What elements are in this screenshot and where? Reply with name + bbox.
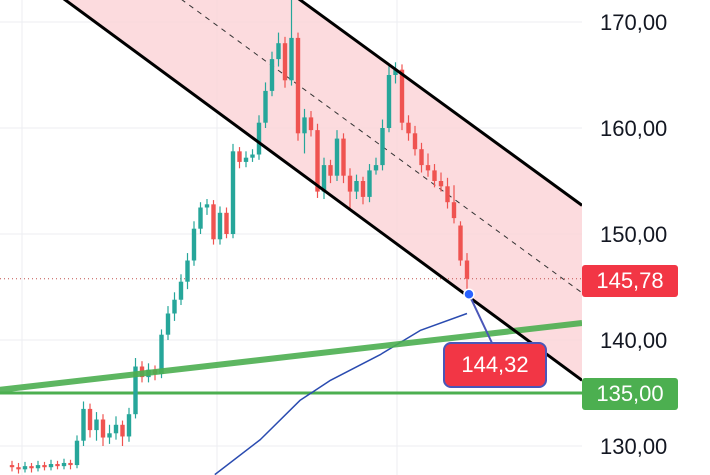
candle-body <box>55 464 60 467</box>
callout-connector <box>468 293 493 344</box>
candle-body <box>68 462 73 466</box>
candle-body <box>256 122 262 155</box>
channel-lower-line <box>62 0 583 382</box>
candle-body <box>393 69 398 75</box>
candle-body <box>380 128 385 166</box>
candle-body <box>204 204 210 208</box>
candle-body <box>159 334 164 374</box>
candle-body <box>211 204 216 240</box>
candle-body <box>373 165 379 171</box>
candle-body <box>347 175 353 192</box>
candle-body <box>133 366 138 415</box>
ascending-trendline <box>0 320 583 393</box>
candle-body <box>217 212 223 240</box>
candle-body <box>61 462 67 467</box>
candle-body <box>406 122 411 134</box>
candle-body <box>100 419 106 438</box>
candle-body <box>185 260 190 282</box>
candle-body <box>302 117 307 134</box>
candle-body <box>9 465 15 468</box>
candle-body <box>81 408 86 441</box>
moving-average-line <box>214 312 468 475</box>
candle-body <box>328 165 333 176</box>
candle-body <box>276 43 281 60</box>
candle-body <box>341 138 346 176</box>
candle-body <box>360 181 366 197</box>
candle-body <box>438 181 444 187</box>
candle-body <box>386 75 392 128</box>
current-price-badge: 145,78 <box>582 265 678 297</box>
candle-body <box>458 225 463 261</box>
candle-body <box>29 466 34 469</box>
candle-body <box>94 419 99 431</box>
candle-body <box>334 138 340 176</box>
candle-body <box>113 424 119 434</box>
candle-body <box>432 170 437 181</box>
candle-body <box>321 165 327 192</box>
candle-body <box>198 207 203 229</box>
candle-body <box>237 151 242 162</box>
candle-body <box>120 424 125 437</box>
y-tick-label: 160,00 <box>600 116 667 141</box>
candle-body <box>464 260 470 279</box>
level-price-badge: 135,00 <box>582 378 678 410</box>
candle-body <box>22 466 28 470</box>
y-tick-label: 130,00 <box>600 434 667 459</box>
candle-body <box>399 69 405 123</box>
candle-body <box>87 408 93 431</box>
candle-body <box>243 157 249 162</box>
candle-body <box>172 299 177 314</box>
candle-body <box>419 149 424 166</box>
candle-body <box>445 186 450 203</box>
y-tick-label: 140,00 <box>600 328 667 353</box>
candle-body <box>107 433 112 438</box>
candle-body <box>230 151 236 234</box>
candle-body <box>289 37 294 81</box>
candle-body <box>269 59 275 91</box>
y-tick-label: 150,00 <box>600 222 667 247</box>
channel-midline <box>181 0 583 294</box>
candle-body <box>126 414 132 437</box>
price-callout-label[interactable]: 144,32 <box>443 342 547 388</box>
candle-body <box>263 90 268 123</box>
candle-body <box>74 440 80 466</box>
candle-body <box>35 465 41 469</box>
candle-body <box>367 170 372 197</box>
candle-body <box>48 464 54 468</box>
candle-body <box>354 181 359 192</box>
candle-body <box>165 313 171 335</box>
candle-body <box>191 228 197 261</box>
candle-body <box>425 165 431 171</box>
candle-body <box>224 212 229 234</box>
y-tick-label: 170,00 <box>600 10 667 35</box>
candle-body <box>315 130 320 192</box>
candle-body <box>42 465 47 468</box>
callout-anchor-dot <box>463 288 475 300</box>
candle-body <box>250 154 255 158</box>
candle-body <box>412 133 418 150</box>
channel-upper-line <box>297 0 583 207</box>
candle-body <box>451 202 457 219</box>
candle-body <box>178 281 184 300</box>
candle-body <box>282 43 288 81</box>
candle-body <box>308 117 314 131</box>
candle-body <box>16 467 21 470</box>
candle-body <box>295 37 301 134</box>
